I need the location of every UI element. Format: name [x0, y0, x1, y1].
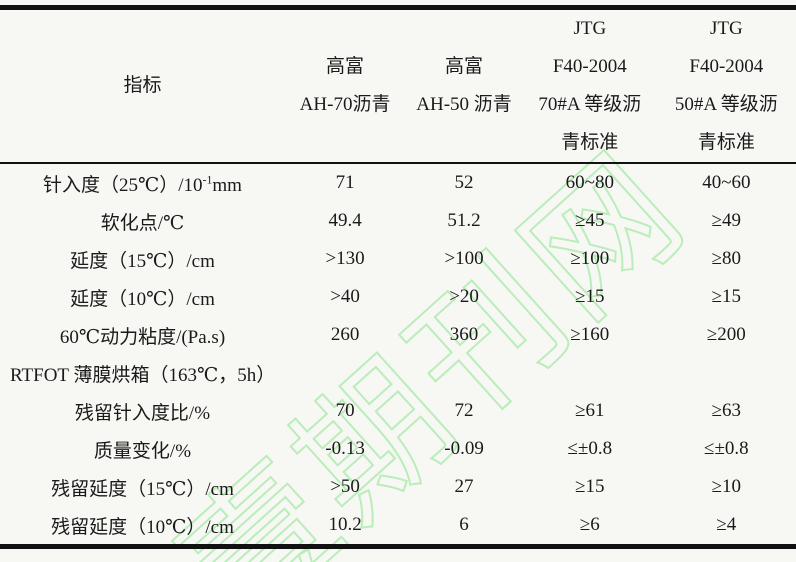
header-line: 70#A 等级沥	[538, 94, 642, 115]
value-cell: ≥49	[711, 210, 742, 231]
row-label: 残留延度（10℃）/cm	[51, 516, 234, 538]
row-label: 60℃动力粘度/(Pa.s)	[59, 326, 226, 348]
value-cell: -0.13	[325, 438, 365, 459]
row-label: 延度（15℃）/cm	[70, 250, 215, 272]
value-cell: ≥63	[711, 400, 742, 421]
value-cell: ≥200	[706, 324, 746, 345]
header-line: AH-70沥青	[299, 94, 391, 115]
value-cell: >100	[444, 248, 484, 269]
col-header-indicator: 指标	[0, 8, 285, 164]
table-row: 残留延度（10℃）/cm 10.2 6 ≥6 ≥4	[0, 506, 796, 547]
value-cell: ≥10	[711, 476, 742, 497]
value-cell: 70	[335, 400, 355, 421]
col-header-jtg-f40-2004-50a: JTG F40-2004 50#A 等级沥 青标准	[657, 8, 796, 164]
value-cell: ≥15	[711, 286, 742, 307]
value-cell: 72	[454, 400, 474, 421]
table-row: 残留针入度比/% 70 72 ≥61 ≥63	[0, 392, 796, 430]
value-cell: >20	[449, 286, 479, 307]
value-cell: 27	[454, 476, 474, 497]
value-cell: ≥61	[575, 400, 605, 421]
row-label: 软化点/℃	[100, 212, 185, 234]
header-line: 高富	[445, 56, 484, 77]
header-line: 青标准	[561, 132, 619, 153]
value-cell: ≥100	[570, 248, 610, 269]
row-label-text: mm	[212, 174, 242, 196]
table-row: 延度（15℃）/cm >130 >100 ≥100 ≥80	[0, 240, 796, 278]
table-row: 延度（10℃）/cm >40 >20 ≥15 ≥15	[0, 278, 796, 316]
value-cell: >130	[325, 248, 365, 269]
row-label: 质量变化/%	[93, 440, 192, 462]
row-label: 残留延度（15℃）/cm	[51, 478, 234, 500]
header-line: JTG	[709, 18, 743, 39]
table-row: 软化点/℃ 49.4 51.2 ≥45 ≥49	[0, 202, 796, 240]
value-cell: ≥15	[575, 286, 605, 307]
col-header-jtg-f40-2004-70a: JTG F40-2004 70#A 等级沥 青标准	[523, 8, 657, 164]
value-cell: 6	[459, 514, 469, 535]
header-line: F40-2004	[552, 56, 627, 77]
table-row: 残留延度（15℃）/cm >50 27 ≥15 ≥10	[0, 468, 796, 506]
table-row: 针入度（25℃）/10-1mm 71 52 60~80 40~60	[0, 163, 796, 202]
value-cell: ≥4	[716, 514, 737, 535]
value-cell: -0.09	[444, 438, 484, 459]
value-cell: >50	[330, 476, 360, 497]
value-cell: 260	[330, 324, 360, 345]
value-cell: ≥6	[579, 514, 600, 535]
header-line: 50#A 等级沥	[674, 94, 778, 115]
value-cell: 10.2	[328, 514, 362, 535]
asphalt-spec-table: 指标 高富 AH-70沥青 高富 AH-50 沥青 JTG F40-2004 70#A 等级沥…	[0, 5, 796, 549]
value-cell: 51.2	[447, 210, 481, 231]
table-row: 60℃动力粘度/(Pa.s) 260 360 ≥160 ≥200	[0, 316, 796, 354]
table-body: 针入度（25℃）/10-1mm 71 52 60~80 40~60 软化点/℃ 49.4 51…	[0, 163, 796, 547]
row-label: 残留针入度比/%	[74, 402, 211, 424]
header-line: AH-50 沥青	[416, 94, 512, 115]
row-label: 延度（10℃）/cm	[70, 288, 215, 310]
value-cell: ≥15	[575, 476, 605, 497]
header-line: JTG	[573, 18, 607, 39]
value-cell: ≥45	[575, 210, 605, 231]
header-row: 指标 高富 AH-70沥青 高富 AH-50 沥青 JTG F40-2004 70#A 等级沥…	[0, 8, 796, 164]
table-row: 质量变化/% -0.13 -0.09 ≤±0.8 ≤±0.8	[0, 430, 796, 468]
row-label-superscript: -1	[202, 173, 213, 187]
value-cell: 40~60	[702, 172, 751, 193]
table-container: 指标 高富 AH-70沥青 高富 AH-50 沥青 JTG F40-2004 70#A 等级沥…	[0, 5, 796, 549]
row-label-text: 针入度（25℃）/10	[43, 174, 203, 196]
value-cell: ≥160	[570, 324, 610, 345]
row-label: 针入度（25℃）/10-1mm	[0, 163, 285, 202]
value-cell: ≥80	[711, 248, 742, 269]
header-line: F40-2004	[689, 56, 764, 77]
col-header-gaofu-ah70: 高富 AH-70沥青	[285, 8, 405, 164]
table-row: RTFOT 薄膜烘箱（163℃，5h）	[0, 354, 796, 392]
col-header-gaofu-ah50: 高富 AH-50 沥青	[405, 8, 523, 164]
value-cell: 60~80	[565, 172, 614, 193]
value-cell: 360	[449, 324, 479, 345]
value-cell: 71	[335, 172, 355, 193]
header-line: 青标准	[697, 132, 755, 153]
table-header: 指标 高富 AH-70沥青 高富 AH-50 沥青 JTG F40-2004 70#A 等级沥…	[0, 8, 796, 164]
value-cell: 49.4	[328, 210, 362, 231]
value-cell: ≤±0.8	[567, 438, 613, 459]
value-cell: ≤±0.8	[704, 438, 749, 459]
row-label: RTFOT 薄膜烘箱（163℃，5h）	[10, 364, 276, 386]
header-line: 指标	[123, 75, 162, 96]
value-cell: >40	[330, 286, 360, 307]
value-cell: 52	[454, 172, 474, 193]
header-line: 高富	[326, 56, 365, 77]
